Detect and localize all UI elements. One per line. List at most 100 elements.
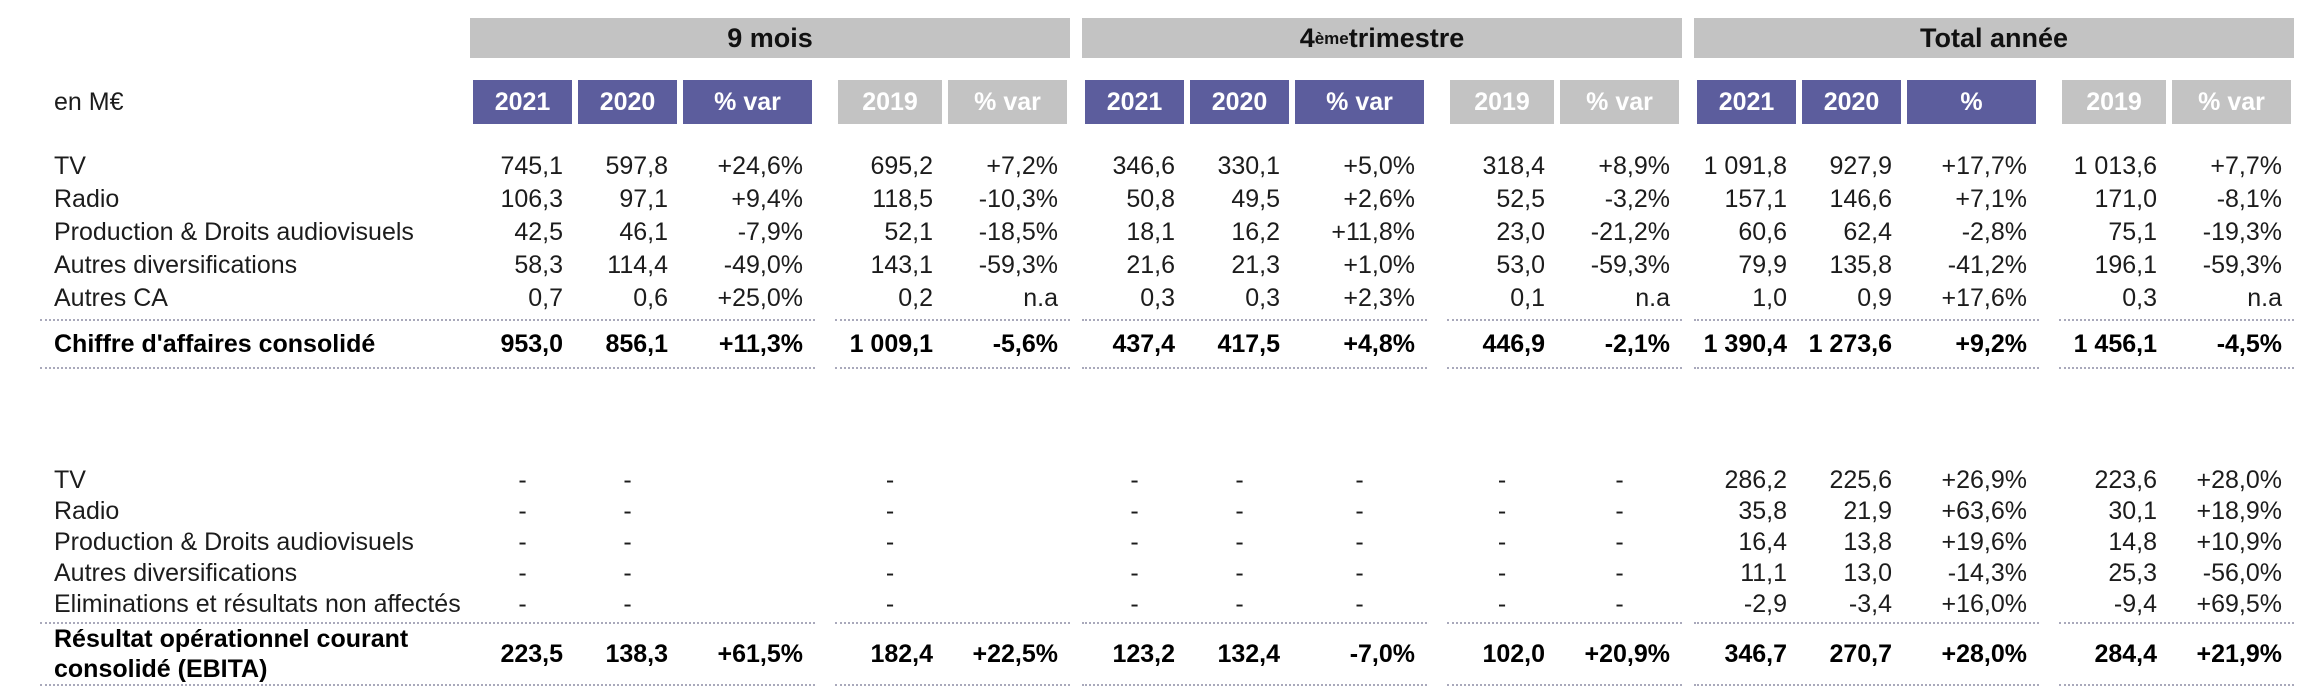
value-cell: - xyxy=(1615,466,1624,494)
value-cell: n.a xyxy=(2247,284,2282,312)
value-cell: - xyxy=(518,559,527,587)
dotted-divider xyxy=(1082,319,1427,321)
column-header-0-4: % var xyxy=(945,80,1070,124)
value-cell: 223,6 xyxy=(2094,466,2157,494)
value-cell: -3,2% xyxy=(1604,185,1670,213)
value-cell: 1 091,8 xyxy=(1703,152,1787,180)
dotted-divider xyxy=(40,684,815,686)
value-cell: 0,3 xyxy=(2122,284,2157,312)
total-value-cell: +20,9% xyxy=(1584,639,1671,668)
value-cell: 1 013,6 xyxy=(2073,152,2157,180)
value-cell: 0,6 xyxy=(633,284,668,312)
value-cell: 318,4 xyxy=(1482,152,1545,180)
value-cell: n.a xyxy=(1635,284,1670,312)
value-cell: +17,6% xyxy=(1941,284,2028,312)
value-cell: - xyxy=(1497,497,1507,525)
value-cell xyxy=(680,465,815,496)
row-label: Radio xyxy=(54,497,120,525)
total-value-cell: 132,4 xyxy=(1217,639,1280,668)
total-value-cell: +61,5% xyxy=(717,639,804,668)
value-cell xyxy=(945,496,1070,527)
dotted-divider xyxy=(835,367,1070,369)
total-value-cell: 1 390,4 xyxy=(1703,329,1787,358)
total-value-cell: 1 273,6 xyxy=(1808,329,1892,358)
value-cell: 13,8 xyxy=(1843,528,1892,556)
value-cell: 49,5 xyxy=(1231,185,1280,213)
value-cell: 106,3 xyxy=(500,185,563,213)
value-cell: - xyxy=(885,559,895,587)
total-value-cell: +28,0% xyxy=(1941,639,2028,668)
value-cell: 60,6 xyxy=(1738,218,1787,246)
total-value-cell: +9,2% xyxy=(1955,329,2027,358)
value-cell: - xyxy=(623,497,632,525)
value-cell: - xyxy=(1615,559,1624,587)
value-cell: 114,4 xyxy=(607,251,668,279)
group-band-1: 4 ème trimestre xyxy=(1082,18,1682,58)
value-cell: - xyxy=(1497,590,1507,618)
value-cell: -19,3% xyxy=(2202,218,2282,246)
value-cell: - xyxy=(1235,528,1244,556)
value-cell: - xyxy=(885,497,895,525)
dotted-divider xyxy=(1082,684,1427,686)
value-cell: +9,4% xyxy=(731,185,803,213)
value-cell: +7,1% xyxy=(1955,185,2027,213)
value-cell: - xyxy=(1130,590,1139,618)
value-cell: - xyxy=(1615,528,1624,556)
value-cell: -3,4 xyxy=(1848,590,1892,618)
value-cell: 597,8 xyxy=(605,152,668,180)
value-cell: -41,2% xyxy=(1947,251,2027,279)
dotted-divider xyxy=(1694,367,2039,369)
dotted-divider xyxy=(1694,684,2039,686)
dotted-divider xyxy=(1694,319,2039,321)
value-cell xyxy=(680,589,815,620)
value-cell: 53,0 xyxy=(1496,251,1545,279)
dotted-divider xyxy=(835,622,1070,624)
dotted-divider xyxy=(40,367,815,369)
column-header-2-0: 2021 xyxy=(1694,80,1799,124)
value-cell: +17,7% xyxy=(1941,152,2028,180)
column-header-0-1: 2020 xyxy=(575,80,680,124)
value-cell: 196,1 xyxy=(2094,251,2157,279)
value-cell: 143,1 xyxy=(870,251,933,279)
dotted-divider xyxy=(2059,684,2294,686)
value-cell: - xyxy=(1355,528,1364,556)
value-cell: 25,3 xyxy=(2108,559,2157,587)
value-cell xyxy=(680,558,815,589)
total-value-cell: 270,7 xyxy=(1829,639,1892,668)
dotted-divider xyxy=(1694,622,2039,624)
value-cell: 30,1 xyxy=(2108,497,2157,525)
value-cell: -18,5% xyxy=(978,218,1058,246)
total-row-label: Résultat opérationnel courant consolidé … xyxy=(54,625,409,683)
value-cell: -7,9% xyxy=(737,218,803,246)
dotted-divider xyxy=(1447,367,1682,369)
dotted-divider xyxy=(1447,684,1682,686)
total-value-cell: -2,1% xyxy=(1604,329,1670,358)
value-cell: +19,6% xyxy=(1941,528,2028,556)
financial-results-table: 9 mois 4 ème trimestre Total année en M€ 2021… xyxy=(40,18,2310,688)
value-cell: 171,0 xyxy=(2094,185,2157,213)
row-label: Autres CA xyxy=(54,284,168,312)
total-value-cell: +4,8% xyxy=(1343,329,1415,358)
value-cell: - xyxy=(1497,559,1507,587)
row-label: TV xyxy=(54,466,86,494)
total-value-cell: +21,9% xyxy=(2196,639,2283,668)
value-cell: 14,8 xyxy=(2108,528,2157,556)
value-cell: 0,9 xyxy=(1857,284,1892,312)
dotted-divider xyxy=(835,319,1070,321)
value-cell: - xyxy=(1497,528,1507,556)
value-cell: 695,2 xyxy=(870,152,933,180)
value-cell: 157,1 xyxy=(1724,185,1787,213)
total-value-cell: 138,3 xyxy=(605,639,668,668)
dotted-divider xyxy=(40,319,815,321)
value-cell: +8,9% xyxy=(1598,152,1670,180)
value-cell: -49,0% xyxy=(723,251,803,279)
value-cell: 21,9 xyxy=(1843,497,1892,525)
dotted-divider xyxy=(2059,622,2294,624)
value-cell: -9,4 xyxy=(2113,590,2157,618)
total-value-cell: 1 456,1 xyxy=(2073,329,2157,358)
group-title-main: Total année xyxy=(1919,22,2069,53)
column-header-0-3: 2019 xyxy=(835,80,945,124)
value-cell: 97,1 xyxy=(619,185,668,213)
value-cell: 50,8 xyxy=(1126,185,1175,213)
value-cell: +2,6% xyxy=(1343,185,1415,213)
